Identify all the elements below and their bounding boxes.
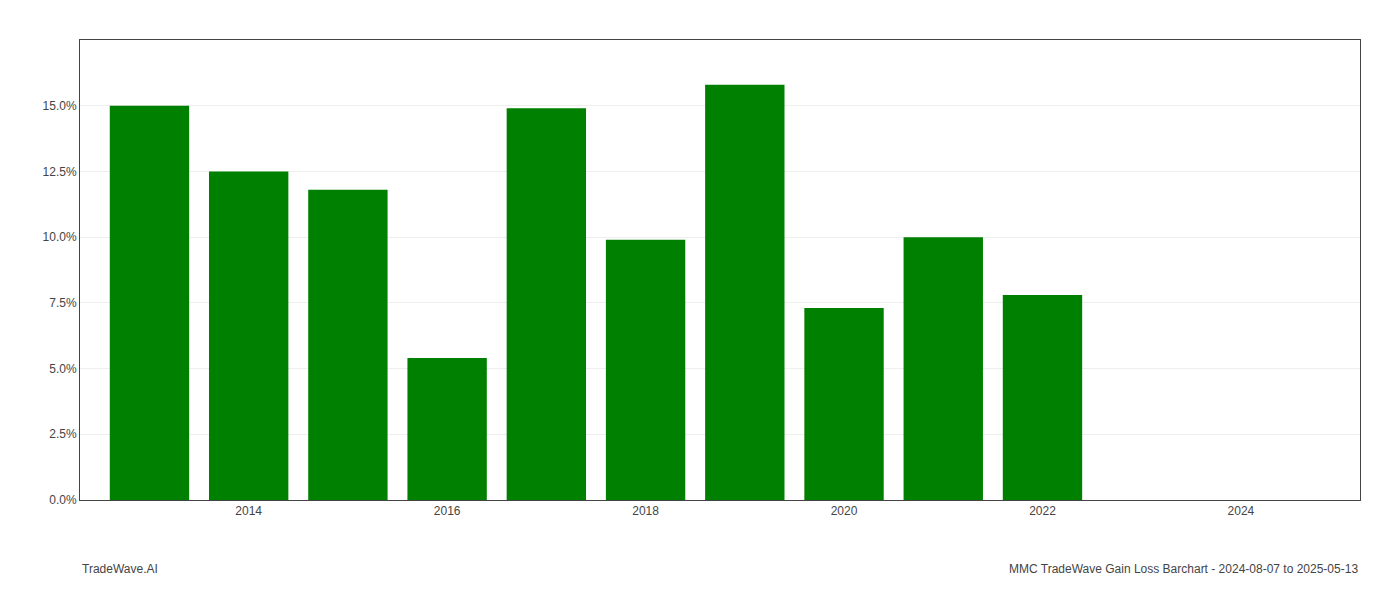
svg-text:2020: 2020 bbox=[831, 504, 858, 518]
svg-text:5.0%: 5.0% bbox=[49, 362, 77, 376]
svg-text:2016: 2016 bbox=[434, 504, 461, 518]
svg-text:15.0%: 15.0% bbox=[43, 99, 77, 113]
svg-text:2014: 2014 bbox=[235, 504, 262, 518]
svg-text:2018: 2018 bbox=[632, 504, 659, 518]
svg-text:2.5%: 2.5% bbox=[49, 427, 77, 441]
svg-text:7.5%: 7.5% bbox=[49, 296, 77, 310]
svg-text:TradeWave.AI: TradeWave.AI bbox=[82, 562, 158, 576]
svg-text:10.0%: 10.0% bbox=[43, 230, 77, 244]
svg-text:12.5%: 12.5% bbox=[43, 165, 77, 179]
svg-text:MMC TradeWave Gain Loss Barcha: MMC TradeWave Gain Loss Barchart - 2024-… bbox=[1009, 562, 1358, 576]
svg-text:2022: 2022 bbox=[1029, 504, 1056, 518]
svg-text:0.0%: 0.0% bbox=[49, 493, 77, 507]
svg-text:2024: 2024 bbox=[1228, 504, 1255, 518]
